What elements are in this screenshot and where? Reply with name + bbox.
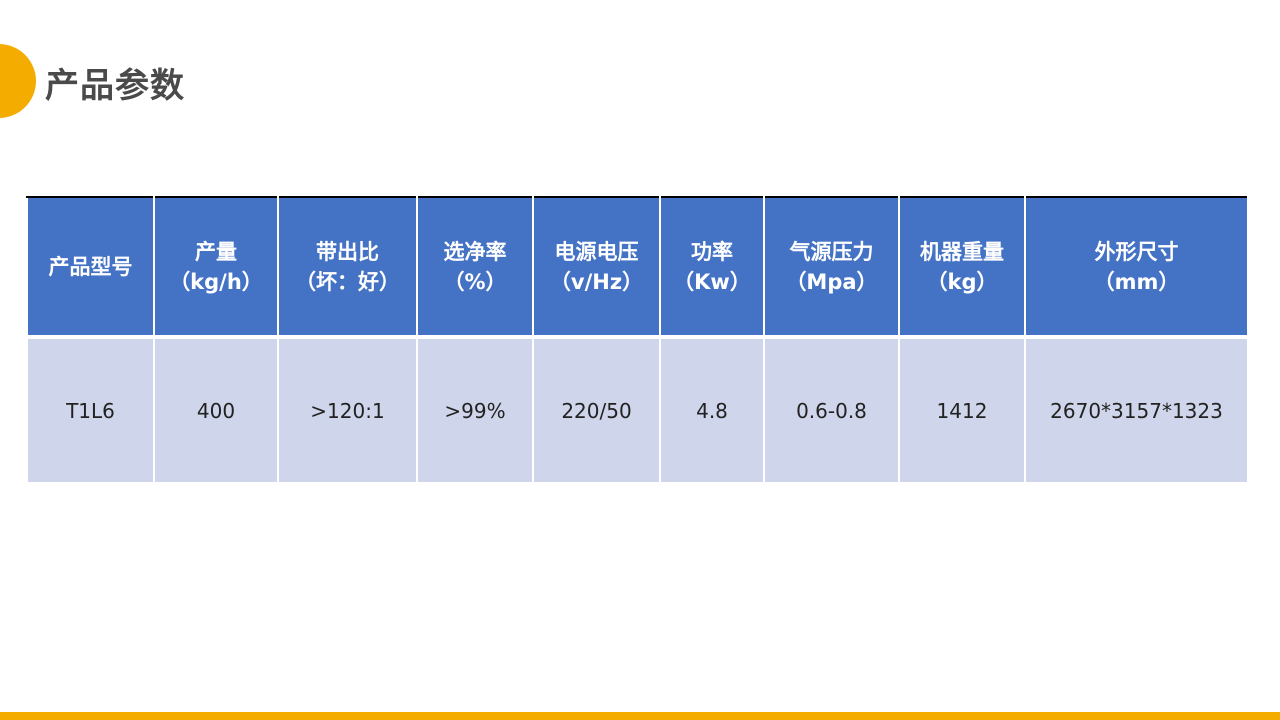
cell-reject-ratio: >120:1 [277,335,418,484]
header-voltage: 电源电压 （v/Hz） [532,196,661,338]
header-purity: 选净率 （%） [416,196,534,338]
cell-output: 400 [153,335,279,484]
cell-voltage: 220/50 [532,335,661,484]
cell-air-pressure: 0.6-0.8 [763,335,900,484]
page-title: 产品参数 [45,66,185,106]
header-dimensions: 外形尺寸 （mm） [1024,196,1249,338]
product-parameters-table: 产品型号 产量 （kg/h） 带出比 （坏：好） 选净率 （%） 电源电压 （v/Hz）… [26,196,1249,484]
cell-power: 4.8 [659,335,765,484]
header-reject-ratio: 带出比 （坏：好） [277,196,418,338]
header-output: 产量 （kg/h） [153,196,279,338]
header-model: 产品型号 [26,196,155,338]
header-power: 功率 （Kw） [659,196,765,338]
header-row: 产品型号 产量 （kg/h） 带出比 （坏：好） 选净率 （%） 电源电压 （v/Hz）… [26,196,1249,338]
table-row: T1L6 400 >120:1 >99% 220/50 4.8 0.6-0.8 … [26,335,1249,484]
cell-weight: 1412 [898,335,1026,484]
cell-dimensions: 2670*3157*1323 [1024,335,1249,484]
cell-purity: >99% [416,335,534,484]
cell-model: T1L6 [26,335,155,484]
bottom-accent-bar [0,712,1280,720]
header-air-pressure: 气源压力 （Mpa） [763,196,900,338]
accent-circle [0,44,36,118]
header-weight: 机器重量 （kg） [898,196,1026,338]
